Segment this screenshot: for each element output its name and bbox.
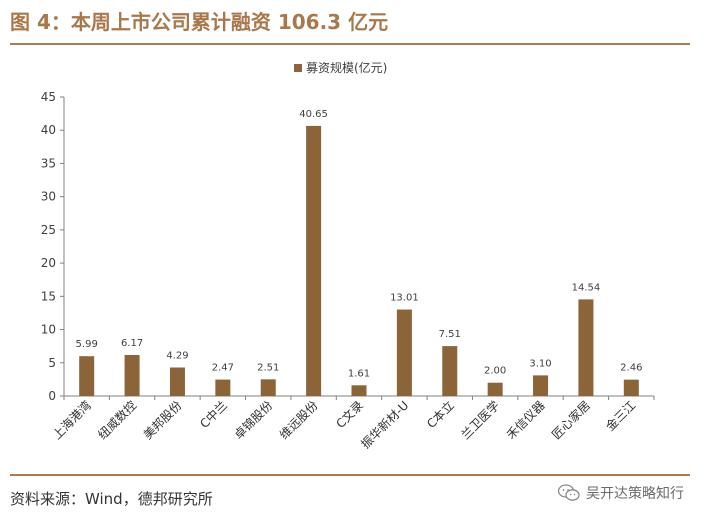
bar-value-label: 6.17 [121, 338, 143, 349]
x-axis [63, 395, 655, 400]
bar-value-label: 2.51 [257, 362, 279, 373]
x-tick-label: 美邦股份 [141, 398, 185, 442]
footer-divider [10, 474, 690, 476]
x-tick-label: 禾信仪器 [504, 398, 548, 442]
bar [169, 367, 185, 396]
x-tick-label: C文录 [333, 398, 367, 432]
x-tick-label: 维远股份 [277, 398, 321, 442]
x-tick-label: 上海港湾 [49, 398, 94, 443]
bar-value-label: 5.99 [76, 339, 98, 350]
figure-title: 图 4：本周上市公司累计融资 106.3 亿元 [10, 10, 389, 34]
y-tick-label: 20 [41, 256, 56, 270]
bar-value-label: 2.46 [620, 363, 642, 374]
bar-value-label: 4.29 [166, 350, 188, 361]
wechat-icon [558, 484, 580, 501]
bar [533, 375, 549, 396]
y-tick-label: 45 [41, 90, 56, 104]
bar-value-label: 7.51 [439, 329, 461, 340]
bar-value-label: 3.10 [529, 358, 551, 369]
bar-value-label: 40.65 [299, 109, 328, 120]
x-tick-labels: 上海港湾 纽威数控 美邦股份 C中兰 卓锦股份 维远股份 C文录振华新材-U C本立 兰卫医学禾… [49, 398, 638, 452]
source-note: 资料来源：Wind，德邦研究所 [10, 490, 213, 508]
y-tick-label: 10 [41, 323, 56, 337]
y-tick-label: 35 [41, 156, 56, 170]
bar [79, 356, 95, 396]
x-tick-label: 匠心家居 [548, 398, 593, 443]
y-tick-label: 5 [48, 356, 56, 370]
watermark-text: 吴开达策略知行 [586, 486, 684, 502]
bar [442, 346, 458, 396]
bar [306, 125, 322, 397]
bar-value-label: 2.00 [484, 366, 506, 377]
y-axis: 0 5 10 15 20 25 30 35 40 45 [41, 90, 65, 403]
legend-label: 募资规模(亿元) [306, 60, 387, 75]
bar-value-label: 14.54 [572, 282, 601, 293]
legend: 募资规模(亿元) [294, 60, 387, 75]
bar [396, 309, 412, 396]
bar [578, 299, 594, 396]
x-tick-label: 振华新材-U [358, 398, 412, 452]
x-tick-label: C中兰 [196, 398, 230, 432]
title-divider [10, 43, 690, 45]
bar [260, 379, 276, 396]
bar [351, 385, 367, 396]
bar-value-label: 1.61 [348, 368, 370, 379]
y-tick-label: 0 [48, 389, 56, 403]
bar-value-label: 13.01 [390, 293, 419, 304]
y-tick-label: 25 [41, 223, 56, 237]
bar-value-label: 2.47 [212, 363, 234, 374]
x-tick-label: 金三江 [602, 398, 638, 434]
bar [124, 355, 140, 396]
y-tick-label: 15 [41, 289, 56, 303]
bar [215, 379, 231, 396]
bar [487, 382, 503, 396]
x-tick-label: 卓锦股份 [232, 398, 276, 442]
bar-chart: 募资规模(亿元) 0 5 10 15 20 25 30 35 40 45 5.99 6.17 4.29… [41, 60, 655, 452]
y-tick-label: 40 [41, 123, 56, 137]
data-labels: 5.99 6.17 4.29 2.47 2.51 40.65 1.61 13.01 7.51 2.… [76, 109, 643, 379]
x-tick-label: 纽威数控 [95, 398, 140, 443]
x-tick-label: 兰卫医学 [458, 398, 503, 443]
legend-swatch [294, 64, 302, 72]
watermark: 吴开达策略知行 [558, 483, 684, 503]
y-tick-label: 30 [41, 190, 56, 204]
bars [79, 125, 639, 397]
x-tick-label: C本立 [423, 398, 457, 432]
bar [623, 379, 639, 396]
